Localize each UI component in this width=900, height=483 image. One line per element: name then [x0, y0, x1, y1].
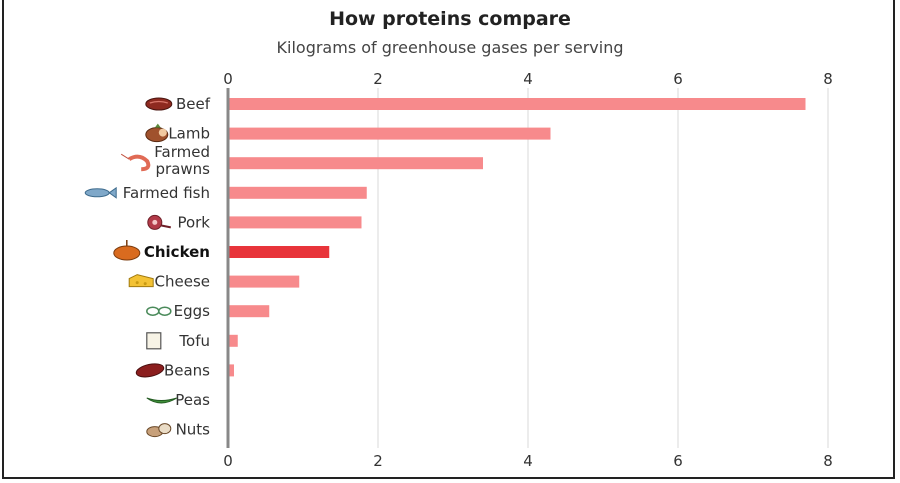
bar [228, 246, 330, 258]
x-tick-label-bottom: 6 [673, 452, 683, 470]
category-label: Beef [176, 95, 211, 113]
cheese-icon [128, 274, 154, 288]
category-label: Farmed fish [123, 184, 210, 202]
chart-subtitle: Kilograms of greenhouse gases per servin… [276, 38, 624, 57]
bar [228, 216, 362, 229]
chicken-roast-icon [113, 240, 141, 261]
bar [228, 127, 551, 140]
category-label: Tofu [178, 332, 210, 350]
bar [228, 305, 270, 318]
x-tick-label-top: 2 [373, 70, 383, 88]
lamb-roast-icon [145, 123, 169, 143]
x-tick-label-bottom: 0 [223, 452, 233, 470]
x-tick-label-top: 8 [823, 70, 833, 88]
prawn-icon [120, 153, 151, 172]
x-tick-label-top: 6 [673, 70, 683, 88]
tofu-icon [146, 332, 162, 350]
bar [228, 157, 483, 170]
x-tick-label-bottom: 8 [823, 452, 833, 470]
bar [228, 364, 234, 377]
ham-icon [147, 214, 171, 230]
bar [228, 98, 806, 110]
category-label: Cheese [155, 273, 210, 291]
category-label: Lamb [168, 125, 210, 143]
category-label: Pork [177, 213, 210, 231]
bar [228, 334, 238, 347]
x-tick-label-bottom: 2 [373, 452, 383, 470]
category-label: Farmed [154, 143, 210, 161]
category-label: Beans [164, 361, 210, 379]
bar [228, 186, 367, 199]
category-label: Peas [175, 391, 210, 409]
bar [228, 275, 300, 288]
category-label: prawns [156, 160, 211, 178]
category-label: Chicken [144, 243, 210, 261]
nuts-icon [146, 423, 172, 438]
category-label: Eggs [174, 302, 211, 320]
x-tick-label-top: 0 [223, 70, 233, 88]
category-label: Nuts [176, 421, 211, 439]
eggs-icon [146, 306, 172, 316]
steak-icon [145, 97, 173, 111]
bean-icon [135, 363, 165, 378]
fish-icon [84, 186, 117, 199]
pea-pod-icon [146, 397, 178, 404]
x-tick-label-bottom: 4 [523, 452, 533, 470]
chart-title: How proteins compare [329, 8, 571, 30]
x-tick-label-top: 4 [523, 70, 533, 88]
